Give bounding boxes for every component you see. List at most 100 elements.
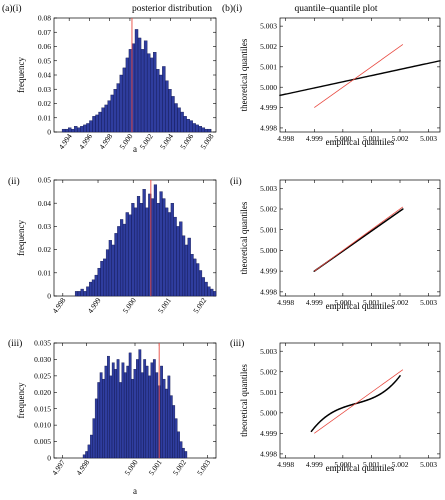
y-tick-label: 5.002	[260, 367, 277, 376]
histogram-bar	[82, 454, 86, 459]
y-tick-label: 0.020	[34, 388, 51, 397]
y-tick-label: 0.04	[38, 199, 51, 208]
histogram-bar	[174, 103, 178, 133]
y-tick-label: 0.07	[38, 28, 51, 37]
x-tick-label: 4.998	[277, 298, 294, 307]
histogram-bar	[155, 372, 159, 459]
histogram-bar	[169, 395, 173, 459]
histogram-bar	[83, 291, 87, 297]
qq-reference-line	[314, 369, 404, 434]
histogram-bar	[137, 37, 142, 133]
histogram-bar	[204, 281, 208, 297]
y-axis-label: theoretical quantiles	[239, 364, 249, 437]
y-tick-label: 0.010	[34, 421, 51, 430]
panel-label-b: (b)(i)	[222, 3, 242, 14]
y-tick-label: 0.025	[34, 371, 51, 380]
histogram-bar	[156, 69, 160, 133]
y-axis-label: frequency	[16, 382, 26, 418]
y-tick-label: 0.005	[34, 437, 51, 446]
histogram-bar	[134, 29, 139, 133]
x-tick-label: 4.999	[306, 134, 323, 143]
x-tick-label: 5.000	[121, 296, 138, 315]
histogram-bar	[120, 219, 124, 297]
histogram-bar	[146, 53, 151, 133]
histogram-bar	[119, 74, 124, 133]
histogram-bar	[172, 405, 176, 459]
y-tick-label: 0.06	[38, 42, 51, 51]
histogram-bar	[201, 277, 205, 297]
y-tick-label: 0.01	[38, 268, 51, 277]
histogram-bar	[74, 126, 78, 133]
histogram-bar	[179, 221, 183, 297]
histogram-bar	[198, 270, 203, 297]
histogram-ii: 4.998 4.999 5.000 5.001 5.002 0 0.01 0.02 0.03 0.…	[16, 176, 217, 315]
histogram-bar	[190, 254, 194, 297]
y-tick-label: 4.999	[260, 267, 277, 276]
histogram-bar	[173, 216, 177, 297]
y-tick-label: 5.001	[260, 225, 277, 234]
histogram-bar	[77, 291, 81, 297]
qq-reference-line	[314, 206, 404, 272]
histogram-bar	[111, 244, 115, 297]
histogram-bar	[89, 281, 93, 297]
column-title-qq: quantile–quantile plot	[294, 4, 377, 14]
y-tick-label: 0	[47, 128, 51, 137]
column-title-posterior: posterior distribution	[132, 4, 212, 14]
y-axis-label: frequency	[16, 57, 26, 93]
histogram-bar	[90, 434, 93, 459]
histogram-bar	[152, 359, 156, 459]
panel-label-a-iii: (iii)	[8, 338, 22, 349]
histogram-bar	[104, 365, 108, 459]
histogram-bar	[140, 372, 144, 459]
y-tick-label: 5.000	[260, 83, 277, 92]
y-tick-label: 5.001	[260, 62, 277, 71]
x-axis-label: a	[133, 486, 137, 496]
histogram-bar	[105, 249, 110, 297]
x-tick-label: 5.000	[334, 460, 351, 469]
histogram-bar	[162, 198, 166, 297]
histogram-bar	[121, 362, 125, 459]
histogram-bar	[89, 120, 93, 133]
histogram-bar	[183, 116, 187, 133]
histogram-bar	[117, 226, 121, 297]
qq-plot-ii: 4.998 4.999 5.000 5.001 5.002 5.003 4.998 4.999…	[239, 179, 441, 311]
histogram-bar	[187, 237, 191, 297]
histogram-bar	[87, 444, 91, 459]
histogram-bar	[107, 355, 110, 459]
histogram-bar	[207, 286, 211, 297]
histogram-bar	[165, 80, 169, 133]
histogram-bar	[213, 291, 217, 297]
x-tick-label: 5.001	[363, 134, 380, 143]
x-tick-label: 5.008	[199, 132, 216, 151]
x-tick-label: 5.002	[191, 296, 208, 315]
x-tick-label: 5.000	[123, 458, 140, 477]
x-tick-label: 5.006	[178, 132, 195, 151]
histogram-bar	[94, 274, 98, 297]
histogram-bar	[97, 267, 101, 297]
histogram-bar	[168, 89, 172, 133]
histogram-bar	[198, 126, 203, 133]
y-tick-label: 5.002	[260, 42, 277, 51]
histogram-bar	[128, 49, 133, 133]
x-tick-label: 4.998	[74, 458, 91, 477]
histogram-bar	[133, 369, 137, 459]
histogram-bar	[77, 127, 81, 133]
histogram-bar	[108, 240, 112, 297]
x-tick-label: 5.003	[420, 460, 437, 469]
y-tick-label: 0.030	[34, 355, 51, 364]
histogram-bar	[64, 128, 69, 133]
histogram-bar	[91, 279, 96, 297]
histogram-bar	[68, 127, 72, 133]
histogram-bar	[136, 196, 141, 297]
histogram-bar	[143, 40, 148, 133]
histogram-bar	[177, 431, 180, 459]
x-axis-label: empirical quantiles	[326, 301, 395, 311]
x-tick-label: 4.999	[86, 296, 103, 315]
histogram-bar	[193, 258, 197, 297]
histogram-bar	[184, 244, 189, 297]
histogram-bar	[150, 57, 154, 133]
y-tick-label: 0.035	[34, 339, 51, 348]
histogram-bar	[145, 207, 149, 297]
plot-frame	[279, 179, 441, 297]
histogram-bar	[122, 223, 127, 297]
